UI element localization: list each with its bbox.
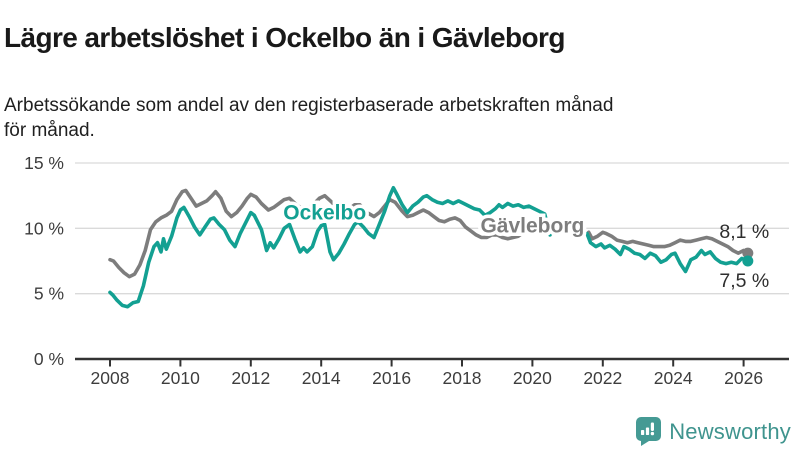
y-tick-label: 0 % (34, 349, 64, 369)
chart-subtitle: Arbetssökande som andel av den registerb… (4, 95, 614, 141)
x-tick-label: 2018 (443, 368, 482, 388)
series-line-gävleborg-1 (108, 188, 551, 279)
newsworthy-brand-name: Newsworthy (669, 418, 791, 444)
series-line-gävleborg-2 (586, 230, 750, 255)
unemployment-line-chart-svg: 0 % 5 % 10 % 15 % 2008 2010 2012 2014 2016 2018 20… (24, 153, 789, 388)
x-tick-label: 2012 (231, 368, 270, 388)
newsworthy-logo-icon (636, 417, 662, 446)
value-label-7-5-: 7,5 % (719, 270, 769, 292)
series-label-g-vleborg: Gävleborg (480, 215, 584, 238)
y-tick-label: 15 % (24, 153, 64, 173)
x-tick-label: 2022 (583, 368, 622, 388)
line-chart: 0 % 5 % 10 % 15 % 2008 2010 2012 2014 2016 2018 20… (0, 138, 800, 400)
x-tick-label: 2010 (161, 368, 200, 388)
x-tick-label: 2026 (724, 368, 763, 388)
chart-title: Lägre arbetslöshet i Ockelbo än i Gävleb… (4, 21, 565, 53)
x-tick-label: 2014 (302, 368, 341, 388)
newsworthy-brand-link[interactable]: Newsworthy (636, 417, 791, 446)
x-tick-label: 2008 (91, 368, 130, 388)
y-tick-label: 5 % (34, 284, 64, 304)
x-tick-label: 2016 (372, 368, 411, 388)
series-line-ockelbo-2 (585, 231, 750, 274)
series-line-ockelbo-1 (108, 186, 552, 309)
series-end-dot-ockelbo (742, 255, 754, 267)
series-label-ockelbo: Ockelbo (283, 202, 366, 225)
value-label-8-1-: 8,1 % (719, 221, 769, 243)
x-tick-label: 2020 (513, 368, 552, 388)
x-tick-label: 2024 (654, 368, 693, 388)
series-end-dot-gävleborg (742, 247, 754, 259)
y-tick-label: 10 % (24, 218, 64, 238)
